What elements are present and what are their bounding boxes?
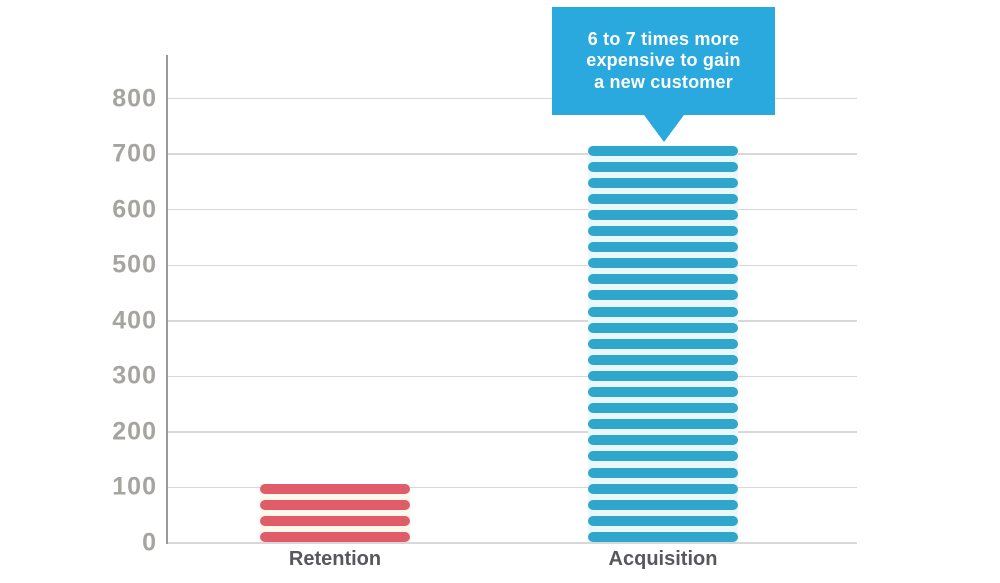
bar-stripe — [588, 306, 738, 317]
bar-stripe — [588, 177, 738, 188]
bar-stripe — [588, 515, 738, 526]
bar-stripe — [260, 499, 410, 510]
y-tick-label-300: 300 — [112, 361, 157, 390]
bar-stripe — [588, 403, 738, 414]
bar-stripe — [588, 370, 738, 381]
bar-stripe — [588, 193, 738, 204]
bar-stripe — [588, 145, 738, 156]
bar-stripe — [588, 338, 738, 349]
bar-stripe — [588, 226, 738, 237]
bar-stripe — [588, 483, 738, 494]
gridline-100 — [168, 486, 857, 489]
gridline-600 — [168, 208, 857, 211]
category-label-acquisition: Acquisition — [608, 548, 718, 570]
gridline-300 — [168, 375, 857, 378]
bar-stripe — [588, 258, 738, 269]
bar-retention — [260, 483, 410, 542]
callout-line-1: 6 to 7 times more — [587, 28, 740, 49]
y-axis-line — [166, 55, 168, 544]
bar-stripe — [588, 451, 738, 462]
gridline-700 — [168, 153, 857, 155]
gridline-200 — [168, 431, 857, 433]
bar-stripe — [588, 531, 738, 542]
bar-stripe — [588, 387, 738, 398]
callout-bubble: 6 to 7 times more expensive to gain a ne… — [552, 7, 775, 142]
bar-stripe — [588, 435, 738, 446]
bar-stripe — [588, 209, 738, 220]
bar-stripe — [588, 419, 738, 430]
category-label-retention: Retention — [288, 548, 382, 570]
y-tick-label-500: 500 — [112, 250, 157, 279]
y-tick-label-700: 700 — [112, 139, 157, 168]
gridline-400 — [168, 320, 857, 322]
callout-text: 6 to 7 times more expensive to gain a ne… — [586, 29, 740, 94]
bar-stripe — [588, 290, 738, 301]
bar-stripe — [588, 242, 738, 253]
y-tick-label-800: 800 — [112, 84, 157, 113]
callout-line-3: a new customer — [594, 71, 733, 92]
bar-stripe — [260, 531, 410, 542]
callout-pointer-icon — [643, 115, 684, 142]
bar-acquisition — [588, 145, 738, 542]
y-tick-label-400: 400 — [112, 306, 157, 335]
bar-stripe — [260, 515, 410, 526]
bar-stripe — [260, 483, 410, 494]
bar-stripe — [588, 467, 738, 478]
bar-stripe — [588, 322, 738, 333]
gridline-800 — [168, 97, 857, 100]
bar-stripe — [588, 161, 738, 172]
bar-stripe — [588, 499, 738, 510]
gridline-0 — [168, 542, 857, 544]
y-tick-label-600: 600 — [112, 195, 157, 224]
y-tick-label-0: 0 — [142, 528, 157, 557]
bar-stripe — [588, 274, 738, 285]
callout-line-2: expensive to gain — [586, 50, 741, 71]
y-tick-label-100: 100 — [112, 472, 157, 501]
bar-stripe — [588, 354, 738, 365]
y-tick-label-200: 200 — [112, 417, 157, 446]
gridline-500 — [168, 264, 857, 266]
